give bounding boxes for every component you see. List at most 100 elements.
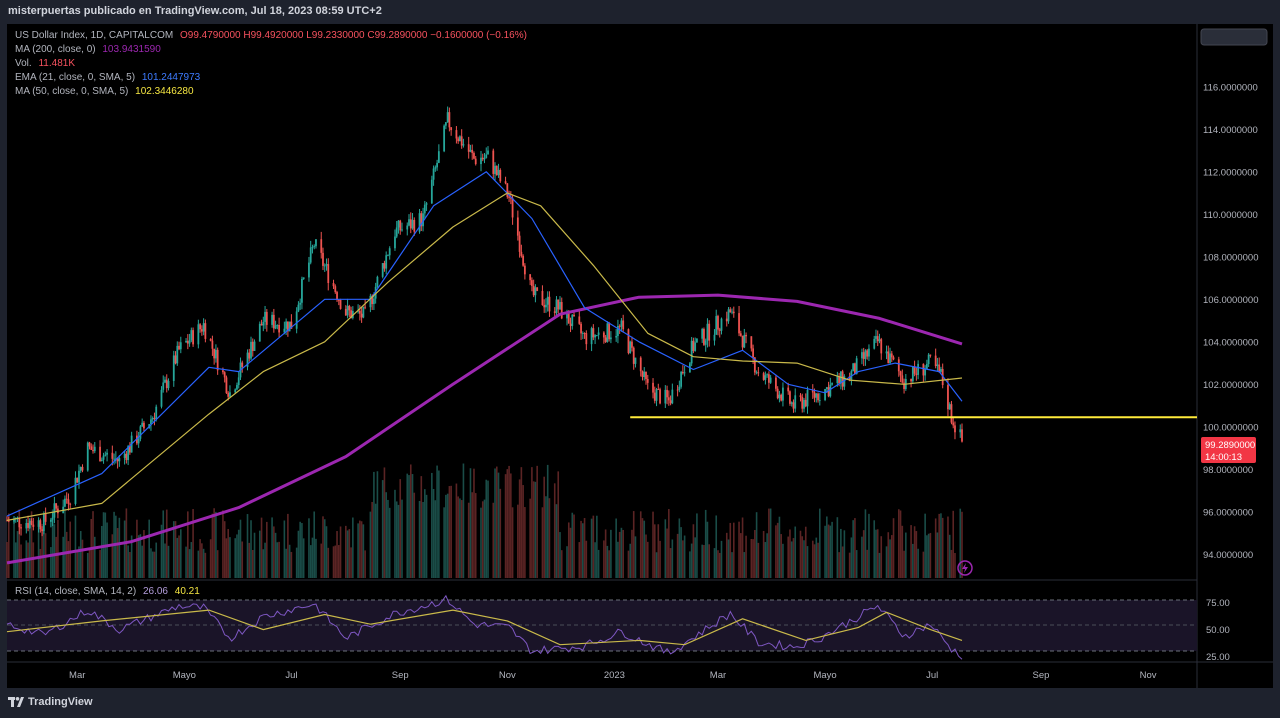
volume-bar bbox=[7, 513, 10, 578]
ma50-line bbox=[6, 192, 963, 521]
volume-bar bbox=[606, 545, 609, 578]
volume-bar bbox=[545, 496, 547, 578]
legend-ma200-row[interactable]: MA (200, close, 0) 103.9431590 bbox=[15, 43, 161, 57]
volume-bar bbox=[694, 537, 696, 578]
candle-body bbox=[227, 393, 230, 397]
price-axis[interactable]: 116.0000000 114.0000000 112.0000000 110.000… bbox=[1203, 82, 1258, 561]
lightning-icon[interactable] bbox=[957, 560, 973, 576]
candle-body bbox=[436, 162, 439, 168]
volume-bar bbox=[610, 529, 612, 578]
ma200-value: 103.9431590 bbox=[102, 44, 161, 55]
candle-body bbox=[804, 399, 807, 407]
volume-bar bbox=[741, 517, 744, 578]
candle-body bbox=[641, 371, 644, 377]
volume-bar bbox=[938, 513, 940, 578]
candle-body bbox=[731, 311, 733, 313]
candle-body bbox=[725, 318, 728, 322]
candle-body bbox=[211, 340, 214, 349]
candle-body bbox=[862, 352, 865, 359]
volume-bar bbox=[250, 520, 252, 578]
volume-bar bbox=[357, 523, 359, 578]
candle-body bbox=[885, 351, 888, 354]
candle-body bbox=[766, 374, 769, 376]
volume-bar bbox=[137, 535, 140, 578]
volume-bar bbox=[359, 520, 361, 578]
candle-body bbox=[875, 336, 877, 339]
candle-body bbox=[767, 374, 770, 383]
candle-body bbox=[790, 402, 793, 404]
legend-volume-row[interactable]: Vol. 11.481K bbox=[15, 57, 75, 71]
candle-body bbox=[825, 387, 828, 390]
candle-body bbox=[553, 311, 556, 313]
candle-body bbox=[634, 357, 637, 364]
volume-bar bbox=[264, 542, 266, 578]
candle-body bbox=[67, 499, 70, 504]
axis-settings-chip[interactable] bbox=[1200, 28, 1268, 46]
volume-bar bbox=[492, 502, 495, 578]
candle-body bbox=[818, 400, 821, 401]
volume-bar bbox=[473, 468, 475, 578]
volume-bar bbox=[555, 504, 558, 578]
candle-body bbox=[854, 363, 856, 375]
candle-body bbox=[467, 144, 470, 152]
candle-body bbox=[202, 323, 205, 332]
candle-body bbox=[597, 332, 600, 336]
volume-bar bbox=[959, 508, 962, 578]
volume-bar bbox=[682, 540, 684, 578]
volume-bar bbox=[446, 493, 449, 578]
volume-bar bbox=[297, 530, 300, 578]
volume-bar bbox=[431, 472, 433, 578]
volume-bar bbox=[278, 541, 280, 578]
candle-body bbox=[581, 333, 584, 334]
legend-ma50-row[interactable]: MA (50, close, 0, SMA, 5) 102.3446280 bbox=[15, 85, 194, 99]
volume-bar bbox=[929, 532, 932, 578]
volume-bar bbox=[553, 483, 556, 578]
candle-body bbox=[934, 355, 937, 367]
volume-bar bbox=[885, 546, 888, 578]
candle-body bbox=[150, 419, 152, 425]
candle-body bbox=[569, 323, 572, 327]
volume-bar bbox=[234, 538, 237, 578]
candle-body bbox=[560, 302, 563, 319]
volume-bar bbox=[729, 522, 732, 578]
candle-body bbox=[459, 136, 461, 142]
volume-bar bbox=[459, 498, 461, 578]
price-tick-label: 106.0000000 bbox=[1203, 295, 1258, 306]
rsi-legend[interactable]: RSI (14, close, SMA, 14, 2) 26.06 40.21 bbox=[15, 586, 200, 597]
legend-ema21-row[interactable]: EMA (21, close, 0, SMA, 5) 101.2447973 bbox=[15, 71, 200, 85]
candle-body bbox=[236, 385, 238, 390]
volume-bar bbox=[260, 517, 263, 578]
volume-bar bbox=[532, 481, 535, 578]
candle-body bbox=[100, 459, 103, 462]
candle-body bbox=[631, 341, 633, 348]
time-tick-label: Nov bbox=[1140, 670, 1157, 681]
volume-bar bbox=[836, 517, 839, 578]
volume-bar bbox=[615, 518, 617, 578]
candle-body bbox=[657, 389, 660, 391]
candle-body bbox=[179, 342, 182, 350]
candle-body bbox=[167, 380, 170, 389]
candle-body bbox=[348, 305, 351, 311]
volume-bar bbox=[239, 519, 242, 578]
tradingview-brand[interactable]: TradingView bbox=[8, 696, 93, 708]
candle-body bbox=[200, 329, 203, 332]
candle-body bbox=[128, 446, 131, 453]
candle-body bbox=[290, 321, 293, 329]
publisher-bar: misterpuertas publicado en TradingView.c… bbox=[0, 0, 1280, 24]
volume-bar bbox=[327, 547, 330, 578]
time-axis[interactable]: Mar Mayo Jul Sep Nov 2023 Mar Mayo Jul Sep Nov bbox=[69, 670, 1157, 681]
legend-symbol-row[interactable]: US Dollar Index, 1D, CAPITALCOM O99.4790… bbox=[15, 29, 527, 43]
volume-bar bbox=[153, 551, 156, 578]
candle-body bbox=[511, 198, 514, 218]
candle-body bbox=[557, 299, 560, 310]
volume-bar bbox=[769, 508, 772, 578]
volume-bar bbox=[780, 534, 782, 578]
candle-body bbox=[162, 382, 165, 390]
volume-bar bbox=[424, 489, 426, 578]
volume-bar bbox=[93, 536, 96, 578]
volume-bar bbox=[337, 545, 340, 578]
volume-bar bbox=[892, 518, 895, 578]
volume-bar bbox=[79, 531, 82, 578]
rsi-line bbox=[6, 594, 963, 660]
